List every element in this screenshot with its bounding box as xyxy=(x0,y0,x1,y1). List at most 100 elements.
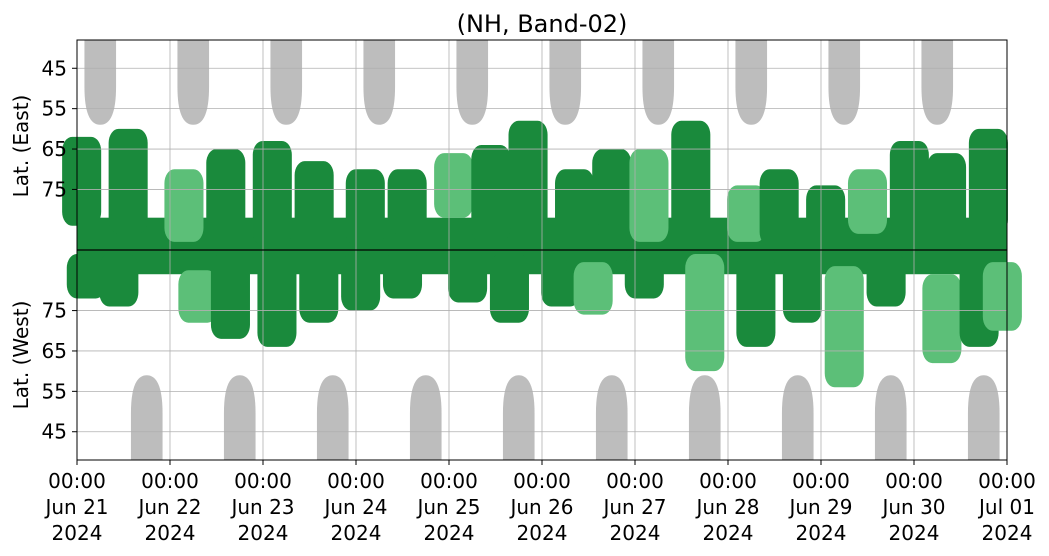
upper-y-axis-title: Lat. (East) xyxy=(9,95,33,198)
activity-cell-upper-1 xyxy=(108,128,148,234)
chart-title: (NH, Band-02) xyxy=(457,10,628,38)
daylight-region-upper-8 xyxy=(828,40,861,125)
x-tick-label-7-1: Jun 28 xyxy=(694,495,759,519)
x-tick-label-8-0: 00:00 xyxy=(792,469,850,493)
x-tick-label-10-0: 00:00 xyxy=(978,469,1036,493)
activity-cell-lower-16 xyxy=(824,266,864,388)
daylight-region-lower-5 xyxy=(595,375,628,460)
x-tick-label-6-2: 2024 xyxy=(610,521,661,545)
activity-cell-lower-7 xyxy=(382,254,423,299)
activity-cell-lower-9 xyxy=(489,254,529,323)
y-tick-label-lower-2: 55 xyxy=(42,379,67,403)
activity-cell-lower-20 xyxy=(982,262,1022,331)
x-tick-label-7-0: 00:00 xyxy=(699,469,757,493)
x-tick-label-0-1: Jun 21 xyxy=(43,495,108,519)
x-tick-label-7-2: 2024 xyxy=(703,521,754,545)
activity-cell-upper-17 xyxy=(806,185,846,246)
x-tick-label-4-2: 2024 xyxy=(424,521,475,545)
x-tick-label-4-1: Jun 25 xyxy=(415,495,480,519)
activity-cell-upper-20 xyxy=(927,153,967,246)
daylight-region-upper-6 xyxy=(642,40,675,125)
activity-cell-lower-13 xyxy=(685,254,725,372)
y-tick-label-lower-1: 65 xyxy=(42,339,67,363)
x-tick-label-1-2: 2024 xyxy=(145,521,196,545)
daylight-region-lower-2 xyxy=(316,375,349,460)
daylight-region-upper-2 xyxy=(270,40,303,125)
activity-cell-lower-5 xyxy=(299,254,339,323)
activity-cell-lower-8 xyxy=(448,254,488,303)
daylight-layer xyxy=(84,40,1000,460)
daylight-region-lower-4 xyxy=(502,375,535,460)
activity-cell-upper-6 xyxy=(345,169,385,246)
x-tick-label-9-1: Jun 30 xyxy=(880,495,945,519)
y-tick-group: 45 55 65 75 75 65 55 45 xyxy=(42,56,77,444)
activity-cell-upper-0 xyxy=(62,136,102,226)
daylight-region-upper-7 xyxy=(735,40,768,125)
activity-cell-lower-4 xyxy=(257,254,297,347)
activity-cell-upper-19 xyxy=(889,140,929,246)
activity-cell-lower-1 xyxy=(99,254,139,307)
daylight-region-lower-0 xyxy=(130,375,163,460)
x-tick-label-3-0: 00:00 xyxy=(327,469,385,493)
daylight-region-lower-1 xyxy=(223,375,256,460)
activity-cell-lower-18 xyxy=(922,274,962,364)
x-tick-label-6-1: Jun 27 xyxy=(601,495,666,519)
y-tick-label-upper-0: 45 xyxy=(42,56,67,80)
daylight-region-upper-5 xyxy=(549,40,582,125)
y-tick-label-lower-3: 45 xyxy=(42,420,67,444)
y-tick-label-upper-1: 55 xyxy=(42,97,67,121)
x-tick-label-3-2: 2024 xyxy=(331,521,382,545)
activity-cell-lower-10 xyxy=(541,254,581,307)
daylight-region-lower-6 xyxy=(688,375,721,460)
x-tick-label-5-0: 00:00 xyxy=(513,469,571,493)
activity-cell-lower-17 xyxy=(866,254,906,307)
daylight-region-lower-3 xyxy=(409,375,442,460)
activity-cell-lower-14 xyxy=(736,254,776,347)
activity-cell-upper-11 xyxy=(555,169,595,242)
x-tick-label-8-2: 2024 xyxy=(796,521,847,545)
y-tick-label-upper-3: 75 xyxy=(42,177,67,201)
activity-cell-upper-13 xyxy=(629,149,669,242)
daylight-region-upper-4 xyxy=(456,40,489,125)
x-tick-label-0-2: 2024 xyxy=(52,521,103,545)
activity-cell-upper-8 xyxy=(434,153,474,218)
activity-cell-upper-2 xyxy=(164,169,204,242)
activity-cell-upper-4 xyxy=(252,140,292,246)
activity-cell-upper-16 xyxy=(759,169,799,246)
x-tick-label-5-2: 2024 xyxy=(517,521,568,545)
daylight-region-upper-3 xyxy=(363,40,396,125)
lower-y-axis-title: Lat. (West) xyxy=(9,301,33,410)
daylight-region-upper-0 xyxy=(84,40,117,125)
plot-area xyxy=(62,39,1022,461)
activity-cell-lower-2 xyxy=(178,270,218,323)
daylight-region-lower-8 xyxy=(874,375,907,460)
x-tick-label-10-1: Jul 01 xyxy=(977,495,1035,519)
x-tick-label-2-0: 00:00 xyxy=(234,469,292,493)
activity-cell-upper-21 xyxy=(968,128,1008,234)
daylight-region-upper-9 xyxy=(921,40,954,125)
activity-cell-upper-14 xyxy=(671,120,711,246)
activity-cell-lower-3 xyxy=(210,254,250,339)
x-tick-label-3-1: Jun 24 xyxy=(322,495,387,519)
activity-cell-upper-3 xyxy=(206,149,246,246)
activity-cell-lower-11 xyxy=(573,262,613,315)
x-tick-label-2-1: Jun 23 xyxy=(229,495,294,519)
activity-cell-lower-15 xyxy=(782,254,822,323)
activity-cell-upper-9 xyxy=(471,145,511,242)
activity-cell-lower-12 xyxy=(624,254,664,299)
y-tick-label-upper-2: 65 xyxy=(42,137,67,161)
x-tick-label-2-2: 2024 xyxy=(238,521,289,545)
x-tick-label-8-1: Jun 29 xyxy=(787,495,852,519)
daylight-region-upper-1 xyxy=(177,40,210,125)
activity-cell-lower-6 xyxy=(341,254,381,311)
x-tick-label-0-0: 00:00 xyxy=(48,469,106,493)
x-tick-label-10-2: 2024 xyxy=(982,521,1033,545)
daylight-region-lower-7 xyxy=(781,375,814,460)
activity-cell-upper-12 xyxy=(592,149,632,226)
x-tick-label-9-2: 2024 xyxy=(889,521,940,545)
x-tick-label-1-1: Jun 22 xyxy=(136,495,201,519)
y-tick-label-lower-0: 75 xyxy=(42,299,67,323)
activity-cell-upper-15 xyxy=(727,185,767,242)
